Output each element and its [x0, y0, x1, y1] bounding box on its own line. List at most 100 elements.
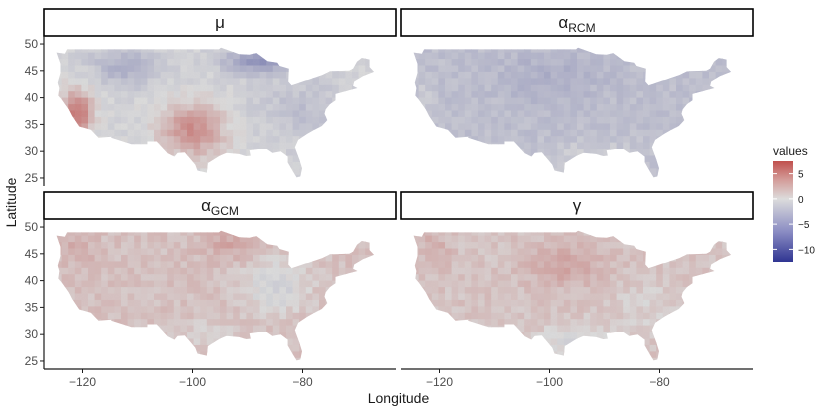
heat-cell — [154, 148, 162, 156]
heat-cell — [325, 167, 333, 175]
heat-cell — [445, 344, 453, 352]
heat-cell — [669, 135, 677, 143]
heat-cell — [504, 350, 512, 358]
heat-cell — [676, 344, 684, 352]
heat-cell — [728, 129, 731, 137]
heat-cell — [371, 305, 374, 313]
heat-cell — [88, 148, 96, 156]
x-tick-label: −120 — [69, 375, 96, 389]
heat-cell — [127, 331, 135, 339]
heat-cell — [438, 344, 446, 352]
heat-cell — [68, 344, 76, 352]
heat-cell — [662, 167, 670, 175]
legend-tick-label: 0 — [798, 195, 804, 206]
heat-cell — [312, 344, 320, 352]
heat-cell — [413, 305, 420, 313]
heat-cell — [464, 331, 472, 339]
heat-cell — [616, 174, 624, 178]
heat-cell — [213, 161, 221, 169]
heat-cell — [550, 357, 558, 361]
x-tick-label: −100 — [179, 375, 206, 389]
heat-cell — [722, 97, 730, 105]
heat-cell — [325, 350, 333, 358]
heat-cell — [352, 90, 360, 98]
heat-cell — [187, 357, 195, 361]
heat-cell — [299, 235, 307, 243]
heat-cell — [325, 148, 333, 156]
heat-cell — [656, 52, 664, 60]
heat-cell — [88, 350, 96, 358]
heat-cell — [451, 148, 459, 156]
heat-cell — [682, 247, 690, 255]
heat-cell — [662, 148, 670, 156]
heat-cell — [689, 286, 697, 294]
heat-cell — [358, 154, 366, 162]
heat-cell — [140, 357, 148, 361]
heat-cell — [365, 52, 373, 60]
heat-cell — [715, 299, 723, 307]
heat-cell — [610, 230, 618, 236]
heat-cell — [484, 350, 492, 358]
heat-cell — [715, 267, 723, 275]
heat-cell — [226, 174, 234, 178]
heat-cell — [676, 129, 684, 137]
heat-cell — [504, 154, 512, 162]
heat-cell — [484, 344, 492, 352]
heat-cell — [695, 292, 703, 300]
heat-cell — [233, 47, 241, 53]
heat-cell — [715, 337, 723, 345]
heat-cell — [722, 350, 730, 358]
heat-cell — [121, 148, 129, 156]
heat-cell — [81, 135, 89, 143]
heat-cell — [61, 161, 69, 169]
heat-cell — [352, 280, 360, 288]
heat-cell — [636, 154, 644, 162]
heat-cell — [233, 174, 241, 178]
heat-cell — [662, 254, 670, 262]
heat-cell — [715, 116, 723, 124]
heat-cell — [418, 109, 426, 117]
heat-cell — [445, 331, 453, 339]
heat-cell — [266, 174, 274, 178]
heat-cell — [656, 235, 664, 243]
heat-cell — [629, 235, 637, 243]
heat-cell — [438, 357, 446, 361]
heat-cell — [305, 174, 313, 178]
heat-cell — [74, 142, 82, 150]
heat-cell — [312, 161, 320, 169]
heat-cell — [563, 167, 571, 175]
heat-cell — [676, 235, 684, 243]
heat-cell — [200, 174, 208, 178]
heat-cell — [325, 241, 333, 249]
heat-cell — [81, 350, 89, 358]
heat-cell — [365, 350, 373, 358]
heat-cell — [305, 254, 313, 262]
heat-cell — [715, 161, 723, 169]
heat-cell — [365, 174, 373, 178]
heat-cell — [596, 344, 604, 352]
heat-cell — [636, 337, 644, 345]
heat-cell — [299, 47, 307, 53]
heat-cell — [325, 135, 333, 143]
heat-cell — [438, 129, 446, 137]
heat-cell — [114, 167, 122, 175]
heat-cell — [266, 167, 274, 175]
heat-cell — [616, 344, 624, 352]
heat-cell — [338, 109, 346, 117]
heat-cell — [134, 337, 142, 345]
heat-cell — [101, 161, 109, 169]
heat-cell — [728, 135, 731, 143]
heat-cell — [352, 331, 360, 339]
heat-cell — [127, 161, 135, 169]
heat-cell — [147, 161, 155, 169]
heat-cell — [319, 241, 327, 249]
heat-cell — [596, 154, 604, 162]
heat-cell — [305, 344, 313, 352]
heat-cell — [662, 230, 670, 236]
heat-cell — [345, 47, 353, 53]
heat-cell — [413, 299, 420, 307]
heat-cell — [425, 161, 433, 169]
heat-cell — [695, 154, 703, 162]
heat-cell — [253, 148, 261, 156]
heat-cell — [345, 337, 353, 345]
